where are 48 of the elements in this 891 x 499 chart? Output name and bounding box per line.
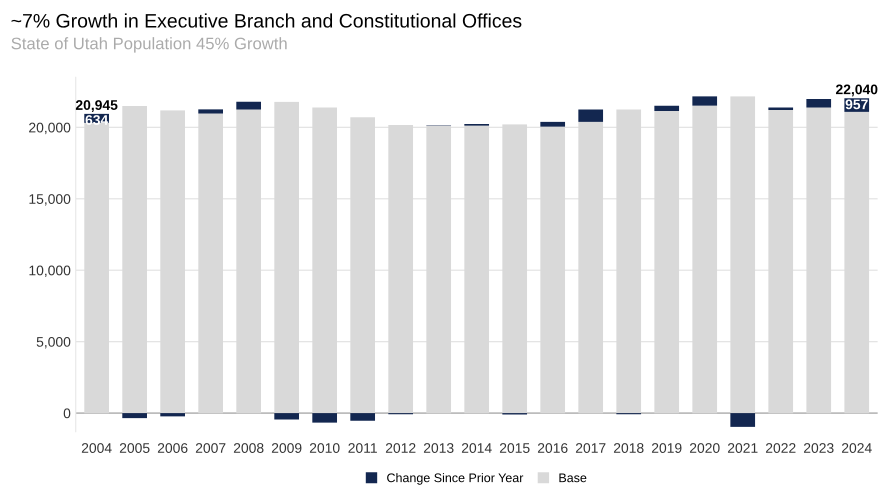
- x-tick-label: 2014: [462, 443, 492, 453]
- data-label: 957: [846, 99, 868, 110]
- bar: [768, 107, 794, 110]
- x-tick-label: 2023: [804, 443, 834, 453]
- legend-label: Change Since Prior Year: [387, 473, 524, 485]
- total-label: 20,945: [76, 100, 118, 112]
- bar: [312, 413, 338, 423]
- legend-label: Base: [559, 474, 586, 482]
- x-tick-label: 2017: [576, 443, 606, 453]
- bar: [350, 413, 376, 421]
- y-tick-label: 20,000: [29, 122, 70, 134]
- x-tick-label: 2012: [386, 443, 416, 453]
- x-tick-label: 2013: [424, 443, 454, 453]
- x-tick-label: 2016: [538, 443, 568, 453]
- bar: [578, 109, 604, 122]
- bar: [806, 99, 832, 108]
- x-tick-label: 2007: [196, 443, 226, 453]
- x-tick-label: 2009: [272, 443, 302, 453]
- chart-title: ~7% Growth in Executive Branch and Constitutional Offices: [12, 13, 522, 28]
- y-tick-label: 0: [64, 408, 70, 418]
- x-tick-label: 2011: [348, 443, 377, 453]
- x-tick-label: 2018: [614, 443, 644, 453]
- bar: [122, 413, 147, 418]
- y-tick-label: 15,000: [29, 194, 70, 206]
- x-tick-label: 2004: [82, 443, 112, 453]
- x-tick-label: 2020: [690, 443, 720, 453]
- total-label: 22,040: [836, 84, 878, 96]
- bar: [692, 96, 718, 106]
- x-tick-label: 2008: [234, 443, 264, 453]
- y-tick-label: 10,000: [29, 266, 70, 278]
- x-tick-label: 2022: [766, 443, 796, 453]
- bar: [198, 109, 224, 114]
- y-tick-label: 5,000: [36, 336, 70, 348]
- x-tick-label: 2019: [652, 443, 682, 453]
- x-tick-label: 2010: [310, 443, 340, 453]
- bar: [160, 413, 185, 416]
- data-label: 634: [86, 115, 108, 125]
- x-tick-label: 2015: [500, 443, 530, 453]
- chart-subtitle: State of Utah Population 45% Growth: [11, 37, 287, 53]
- bar: [540, 122, 566, 127]
- x-tick-label: 2021: [728, 443, 758, 453]
- x-tick-label: 2006: [158, 443, 188, 453]
- x-tick-label: 2005: [120, 443, 150, 453]
- bar: [730, 413, 756, 427]
- bar: [274, 413, 300, 420]
- bar: [236, 102, 262, 110]
- x-tick-label: 2024: [842, 443, 872, 453]
- bar: [654, 106, 680, 112]
